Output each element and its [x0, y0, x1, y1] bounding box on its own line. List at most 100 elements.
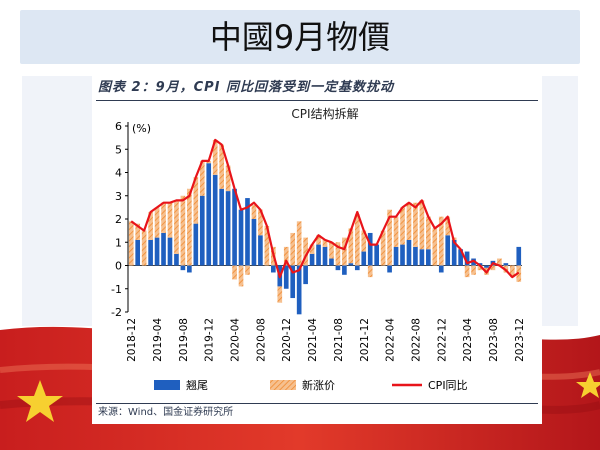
y-tick-label: 5: [115, 143, 122, 156]
tail-bar: [206, 163, 212, 266]
new-price-bar: [419, 200, 425, 250]
new-price-bar: [232, 265, 237, 280]
tail-bar: [451, 239, 457, 266]
new-price-bar: [387, 209, 392, 266]
new-price-bar: [251, 205, 257, 219]
x-tick-label: 2021-08: [333, 318, 345, 362]
x-tick-label: 2020-08: [255, 318, 267, 362]
new-price-bar: [316, 235, 321, 245]
new-price-bar: [329, 242, 334, 259]
tail-bar: [309, 253, 315, 266]
tail-bar: [387, 265, 392, 273]
tail-bar: [283, 265, 289, 289]
new-price-bar: [245, 265, 250, 275]
new-price-bar: [167, 202, 173, 238]
tail-bar: [484, 265, 489, 268]
new-price-bar: [361, 230, 367, 252]
tail-bar: [193, 223, 199, 266]
tail-bar: [426, 249, 431, 266]
tail-bar: [245, 198, 250, 266]
tail-bar: [322, 246, 328, 266]
legend-new-price-label: 新涨价: [302, 378, 335, 392]
tail-bar: [148, 239, 153, 266]
new-price-bar: [199, 160, 205, 196]
y-tick-label: -2: [111, 306, 122, 319]
new-price-bar: [438, 216, 444, 266]
new-price-bar: [406, 202, 412, 240]
cpi-structure-chart: CPI结构拆解 (%) -2 -1 0 1 2 3 4 5 6 2018-12 2019-04 2019-…: [111, 106, 526, 392]
x-tick-label: 2022-12: [436, 318, 448, 362]
new-price-bar: [161, 202, 166, 233]
tail-bar: [503, 263, 509, 266]
y-tick-label: 2: [115, 213, 122, 226]
new-price-bar: [296, 221, 302, 266]
new-price-bar: [135, 223, 141, 240]
tail-bar: [258, 235, 263, 266]
tail-bar: [187, 265, 192, 273]
new-price-bar: [264, 225, 270, 266]
new-price-bar: [212, 139, 218, 175]
legend-cpi-label: CPI同比: [428, 379, 468, 392]
y-tick-label: 1: [115, 236, 122, 249]
new-price-bar: [283, 246, 289, 266]
y-axis-unit: (%): [132, 122, 151, 135]
y-tick-label: 3: [115, 190, 122, 203]
new-price-bar: [445, 216, 451, 236]
new-price-bar: [348, 228, 354, 264]
new-price-bar: [477, 265, 483, 271]
tail-bar: [232, 188, 237, 266]
new-price-bar: [471, 265, 476, 275]
title-banner: 中國9月物價: [20, 10, 580, 64]
tail-bar: [354, 265, 360, 271]
tail-bar: [445, 235, 451, 266]
new-price-bar: [354, 214, 360, 266]
tail-bar: [251, 219, 257, 266]
new-price-bar: [380, 230, 386, 266]
tail-bar: [335, 265, 341, 271]
tail-bar: [419, 249, 425, 266]
x-tick-label: 2023-12: [514, 318, 526, 362]
caption-divider: [96, 100, 538, 101]
tail-bar: [413, 246, 418, 266]
figure-caption: 图表 2：9月，CPI 同比回落受到一定基数扰动: [98, 80, 395, 95]
legend-tail-swatch: [154, 380, 180, 390]
tail-bar: [167, 237, 173, 266]
tail-bar: [219, 188, 224, 266]
new-price-bar: [497, 258, 502, 266]
x-tick-label: 2020-04: [230, 318, 242, 362]
new-price-bar: [128, 221, 134, 266]
new-price-bar: [290, 232, 296, 266]
new-price-bar: [413, 202, 418, 247]
y-tick-label: 0: [115, 260, 122, 273]
new-price-bar: [258, 209, 263, 236]
new-price-bar: [303, 237, 308, 266]
tail-bar: [348, 263, 354, 266]
tail-bar: [342, 265, 347, 275]
new-price-bar: [174, 200, 179, 254]
new-price-bar: [180, 195, 186, 266]
x-tick-label: 2020-12: [281, 318, 293, 362]
figure-source: 来源：Wind、国金证券研究所: [98, 407, 234, 418]
tail-bar: [458, 249, 463, 266]
new-price-bar: [219, 144, 224, 189]
cpi-yoy-line: [130, 138, 520, 279]
tail-bar: [271, 265, 276, 273]
tail-bar: [199, 195, 205, 266]
tail-bar: [212, 174, 218, 266]
tail-bar: [161, 232, 166, 266]
tail-bar: [464, 251, 470, 266]
x-tick-label: 2021-12: [359, 318, 371, 362]
x-tick-label: 2019-08: [178, 318, 190, 362]
flag-star-icon: [576, 372, 600, 398]
new-price-bar: [206, 160, 212, 164]
chart-title: CPI结构拆解: [291, 106, 358, 121]
tail-bar: [154, 237, 160, 266]
new-price-bar: [225, 165, 231, 192]
tail-bar: [367, 232, 373, 266]
x-tick-label: 2022-04: [385, 318, 397, 362]
new-price-bar: [148, 212, 153, 240]
x-tick-label: 2019-04: [152, 318, 164, 362]
y-tick-label: -1: [111, 283, 122, 296]
source-divider: [96, 403, 538, 404]
new-price-bar: [400, 207, 405, 245]
